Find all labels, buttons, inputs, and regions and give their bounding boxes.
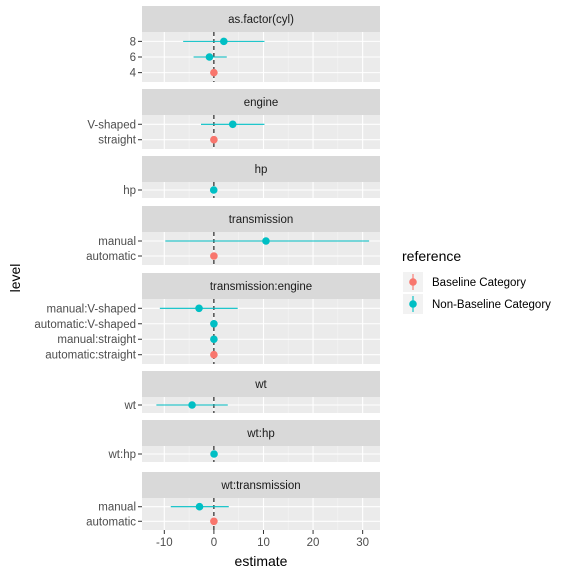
y-tick-label: automatic — [86, 251, 136, 263]
x-tick-label: 0 — [211, 537, 217, 549]
estimate-point — [220, 37, 228, 46]
facet-strip-label: transmission — [229, 214, 294, 226]
estimate-point — [228, 120, 237, 129]
y-tick-label: manual:V-shaped — [46, 303, 136, 315]
x-axis-title: estimate — [235, 553, 288, 569]
x-tick-label: -10 — [156, 537, 173, 549]
facet-strip — [142, 156, 380, 182]
y-tick-label: V-shaped — [87, 119, 136, 131]
y-tick-label: 4 — [130, 68, 137, 80]
facet-strip — [142, 206, 380, 232]
y-tick-label: manual:straight — [57, 334, 136, 346]
estimate-point — [195, 502, 204, 511]
legend-title: reference — [402, 248, 461, 264]
y-tick-label: automatic:V-shaped — [34, 319, 136, 331]
y-tick-label: wt:hp — [108, 449, 137, 461]
facet-strip-label: wt:hp — [246, 428, 275, 440]
estimate-point — [210, 350, 218, 359]
panel-background — [142, 115, 380, 149]
estimate-point — [262, 237, 270, 245]
estimate-point — [210, 517, 218, 526]
estimate-point — [209, 186, 218, 194]
facet-strip-label: transmission:engine — [210, 281, 312, 293]
panel-background — [142, 299, 380, 364]
legend-key-point — [409, 300, 417, 308]
facet-strip — [142, 420, 380, 446]
facet-strip — [142, 273, 380, 299]
facet-strip — [142, 6, 380, 32]
panel-background — [142, 498, 380, 530]
x-tick-label: 30 — [356, 537, 369, 549]
panel-background — [142, 232, 380, 265]
facet-strip-label: engine — [244, 97, 279, 109]
facet-strip — [142, 89, 380, 115]
y-tick-label: 8 — [130, 36, 136, 48]
y-tick-label: automatic:straight — [45, 350, 137, 362]
x-tick-label: 20 — [307, 537, 320, 549]
facet-strip — [142, 371, 380, 397]
estimate-point — [210, 135, 218, 144]
legend-label: Non-Baseline Category — [432, 299, 551, 311]
estimate-point — [210, 319, 218, 328]
legend: Baseline Category Non-Baseline Category — [403, 272, 551, 314]
legend-key-point — [409, 278, 417, 286]
facet-strip-label: wt — [254, 379, 267, 391]
estimate-point — [205, 53, 214, 61]
estimate-point — [210, 252, 218, 260]
estimate-point — [188, 401, 196, 409]
estimate-point — [210, 450, 218, 458]
y-tick-label: wt — [124, 400, 137, 412]
y-axis-title: level — [7, 264, 23, 293]
y-tick-label: hp — [123, 185, 136, 197]
y-tick-label: automatic — [86, 516, 136, 528]
facet-strip — [142, 472, 380, 498]
y-tick-label: 6 — [130, 52, 136, 64]
y-tick-label: manual — [98, 502, 136, 514]
estimate-point — [210, 68, 218, 77]
estimate-point — [195, 304, 203, 313]
legend-label: Baseline Category — [432, 277, 526, 289]
y-tick-label: manual — [98, 236, 136, 248]
x-tick-label: 10 — [257, 537, 270, 549]
facet-strip-label: wt:transmission — [220, 480, 300, 492]
estimate-point — [210, 335, 218, 344]
facet-strip-label: hp — [255, 164, 268, 176]
y-tick-label: straight — [98, 135, 137, 147]
facet-strip-label: as.factor(cyl) — [228, 14, 294, 26]
